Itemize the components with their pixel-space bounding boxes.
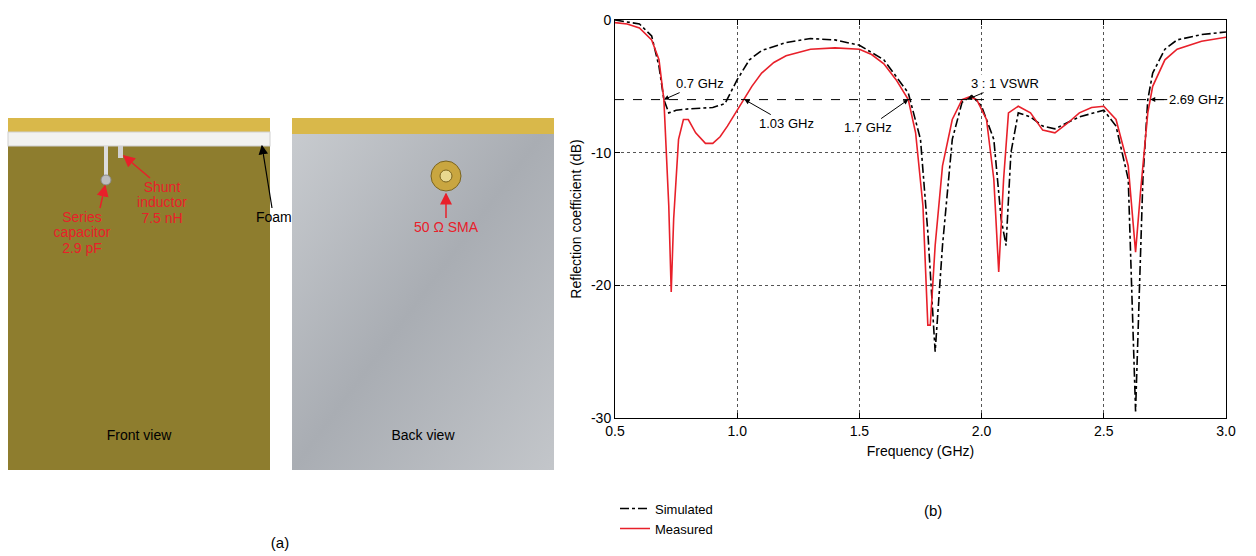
svg-text:1.03 GHz: 1.03 GHz: [759, 116, 814, 131]
svg-text:-10: -10: [591, 145, 611, 161]
svg-text:(a): (a): [271, 534, 289, 551]
svg-text:2.5: 2.5: [1094, 423, 1114, 439]
svg-text:1.0: 1.0: [727, 423, 747, 439]
svg-text:-20: -20: [591, 277, 611, 293]
svg-text:Shuntinductor7.5 nH: Shuntinductor7.5 nH: [137, 179, 187, 226]
svg-text:0.7 GHz: 0.7 GHz: [676, 76, 724, 91]
svg-text:(b): (b): [924, 502, 942, 519]
svg-text:Frequency (GHz): Frequency (GHz): [867, 443, 974, 459]
svg-text:Foam: Foam: [256, 209, 292, 225]
svg-text:2.69 GHz: 2.69 GHz: [1169, 92, 1224, 107]
svg-text:Measured: Measured: [655, 522, 713, 537]
svg-text:Reflection coefficient (dB): Reflection coefficient (dB): [568, 139, 584, 298]
svg-text:Front view: Front view: [107, 427, 172, 443]
svg-text:1.5: 1.5: [850, 423, 870, 439]
svg-text:2.0: 2.0: [972, 423, 992, 439]
svg-text:Back view: Back view: [391, 427, 455, 443]
svg-text:Seriescapacitor2.9 pF: Seriescapacitor2.9 pF: [54, 209, 111, 256]
svg-text:0: 0: [603, 12, 611, 28]
svg-text:3 : 1 VSWR: 3 : 1 VSWR: [971, 76, 1039, 91]
svg-text:50 Ω SMA: 50 Ω SMA: [414, 219, 479, 235]
svg-text:0.5: 0.5: [605, 423, 625, 439]
svg-text:Simulated: Simulated: [655, 502, 713, 517]
svg-text:1.7 GHz: 1.7 GHz: [844, 120, 892, 135]
svg-text:-30: -30: [591, 410, 611, 426]
svg-text:3.0: 3.0: [1216, 423, 1236, 439]
